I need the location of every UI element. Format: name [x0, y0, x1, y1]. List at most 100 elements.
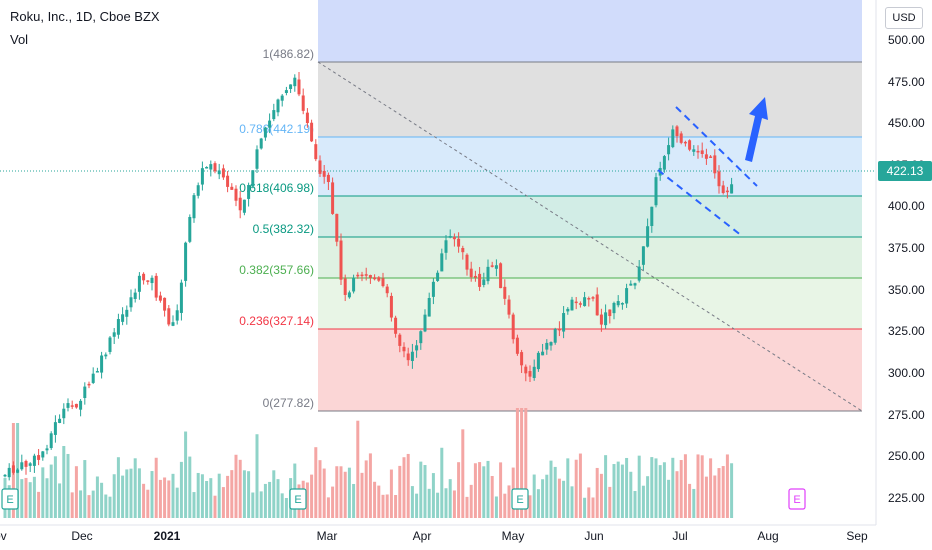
candle-body[interactable] — [58, 418, 62, 423]
candle-body[interactable] — [629, 283, 633, 286]
currency-button[interactable]: USD — [885, 7, 923, 29]
candle-body[interactable] — [230, 186, 234, 190]
candle-body[interactable] — [654, 177, 658, 206]
candle-body[interactable] — [452, 236, 456, 240]
candle-body[interactable] — [402, 346, 406, 352]
down-channel[interactable] — [657, 106, 758, 237]
candle-body[interactable] — [465, 254, 469, 270]
candle-body[interactable] — [305, 112, 309, 124]
candle-body[interactable] — [608, 309, 612, 317]
candle-body[interactable] — [129, 297, 133, 308]
candle-body[interactable] — [469, 268, 473, 278]
candle-body[interactable] — [79, 400, 83, 410]
candle-body[interactable] — [146, 280, 150, 282]
candle-body[interactable] — [310, 122, 314, 142]
candle-body[interactable] — [599, 314, 603, 325]
candle-body[interactable] — [284, 90, 288, 94]
candle-body[interactable] — [541, 351, 545, 356]
candle-body[interactable] — [142, 273, 146, 281]
candle-body[interactable] — [620, 303, 624, 305]
candle-body[interactable] — [696, 150, 700, 153]
candle-body[interactable] — [167, 308, 171, 325]
candle-body[interactable] — [347, 292, 351, 298]
candle-body[interactable] — [709, 156, 713, 158]
candle-body[interactable] — [234, 188, 238, 201]
candle-body[interactable] — [562, 313, 566, 332]
candle-body[interactable] — [100, 355, 104, 373]
candle-body[interactable] — [461, 248, 465, 253]
candle-body[interactable] — [730, 184, 734, 194]
candle-body[interactable] — [112, 332, 116, 337]
candle-body[interactable] — [368, 275, 372, 278]
candle-body[interactable] — [83, 386, 87, 398]
candle-body[interactable] — [175, 310, 179, 321]
candle-body[interactable] — [406, 353, 410, 361]
candle-body[interactable] — [457, 238, 461, 247]
candle-body[interactable] — [688, 140, 692, 150]
candle-body[interactable] — [247, 185, 251, 199]
candle-body[interactable] — [503, 286, 507, 299]
candle-body[interactable] — [343, 278, 347, 295]
candle-body[interactable] — [66, 403, 70, 408]
candle-body[interactable] — [473, 275, 477, 278]
volume-indicator-label[interactable]: Vol — [10, 32, 29, 47]
candle-body[interactable] — [641, 246, 645, 265]
breakout-arrow-icon[interactable] — [745, 97, 768, 162]
candle-body[interactable] — [364, 274, 368, 276]
candle-body[interactable] — [331, 182, 335, 214]
candle-body[interactable] — [385, 286, 389, 294]
candle-body[interactable] — [683, 141, 687, 144]
candle-body[interactable] — [322, 170, 326, 177]
candle-body[interactable] — [444, 240, 448, 253]
candle-body[interactable] — [377, 277, 381, 281]
candle-body[interactable] — [637, 266, 641, 281]
candle-body[interactable] — [24, 460, 28, 467]
candle-body[interactable] — [721, 185, 725, 194]
candle-body[interactable] — [410, 351, 414, 361]
candle-body[interactable] — [163, 297, 167, 311]
candle-body[interactable] — [646, 226, 650, 247]
candle-body[interactable] — [482, 279, 486, 285]
candle-body[interactable] — [184, 242, 188, 281]
earnings-marker[interactable]: E — [511, 488, 529, 510]
candle-body[interactable] — [373, 277, 377, 280]
candle-body[interactable] — [49, 433, 53, 449]
candle-body[interactable] — [667, 145, 671, 155]
candle-body[interactable] — [725, 190, 729, 193]
candle-body[interactable] — [440, 253, 444, 272]
candle-body[interactable] — [339, 240, 343, 280]
candle-body[interactable] — [587, 298, 591, 300]
candle-body[interactable] — [318, 160, 322, 174]
candle-body[interactable] — [104, 354, 108, 357]
candle-body[interactable] — [7, 467, 11, 478]
candle-body[interactable] — [53, 422, 57, 435]
candle-body[interactable] — [566, 308, 570, 312]
candle-body[interactable] — [553, 328, 557, 343]
candle-body[interactable] — [213, 163, 217, 172]
candle-body[interactable] — [192, 195, 196, 219]
candle-body[interactable] — [650, 206, 654, 226]
candle-body[interactable] — [360, 274, 364, 277]
candle-body[interactable] — [205, 166, 209, 169]
candle-body[interactable] — [32, 455, 36, 466]
candle-body[interactable] — [171, 322, 175, 326]
candle-body[interactable] — [70, 405, 74, 407]
candle-body[interactable] — [226, 175, 230, 187]
candle-body[interactable] — [11, 465, 15, 473]
candle-body[interactable] — [494, 265, 498, 269]
candle-body[interactable] — [557, 328, 561, 331]
candle-body[interactable] — [398, 334, 402, 346]
candle-body[interactable] — [37, 455, 41, 460]
candle-body[interactable] — [137, 275, 141, 292]
candle-body[interactable] — [158, 295, 162, 301]
candle-body[interactable] — [116, 319, 120, 335]
candle-body[interactable] — [255, 149, 259, 169]
candle-body[interactable] — [612, 302, 616, 314]
candle-body[interactable] — [326, 174, 330, 183]
candle-body[interactable] — [133, 292, 137, 299]
candle-body[interactable] — [259, 138, 263, 149]
candle-body[interactable] — [280, 95, 284, 101]
candle-body[interactable] — [297, 79, 301, 95]
candle-body[interactable] — [436, 272, 440, 281]
